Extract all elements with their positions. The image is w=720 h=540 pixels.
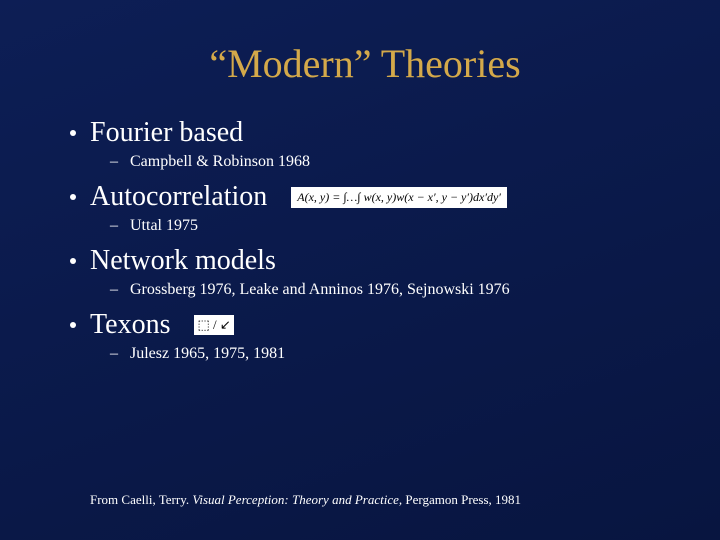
sub-item: – Julesz 1965, 1975, 1981 — [110, 345, 670, 363]
sub-list: – Grossberg 1976, Leake and Anninos 1976… — [110, 281, 670, 299]
slide: “Modern” Theories Fourier based – Campbe… — [0, 0, 720, 540]
dash-icon: – — [110, 153, 122, 171]
sub-list: – Uttal 1975 — [110, 217, 670, 235]
list-item: Network models – Grossberg 1976, Leake a… — [60, 245, 670, 299]
dash-icon: – — [110, 217, 122, 235]
bullet-icon — [70, 258, 76, 264]
sub-label: Julesz 1965, 1975, 1981 — [130, 345, 285, 362]
sub-list: – Campbell & Robinson 1968 — [110, 153, 670, 171]
bullet-label: Fourier based — [90, 117, 243, 149]
citation-title: Visual Perception: Theory and Practice, — [192, 492, 405, 507]
bullet-label: Network models — [90, 245, 276, 277]
sub-item: – Campbell & Robinson 1968 — [110, 153, 670, 171]
bullet-label: Texons — [90, 309, 170, 341]
bullet-icon — [70, 322, 76, 328]
texon-graphic: ⬚ / ↙ — [194, 315, 233, 335]
bullet-list: Fourier based – Campbell & Robinson 1968… — [60, 117, 670, 363]
bullet-icon — [70, 130, 76, 136]
sub-item: – Uttal 1975 — [110, 217, 670, 235]
sub-label: Campbell & Robinson 1968 — [130, 153, 310, 170]
sub-list: – Julesz 1965, 1975, 1981 — [110, 345, 670, 363]
list-item: Autocorrelation A(x, y) = ∫…∫ w(x, y)w(x… — [60, 181, 670, 235]
bullet-label: Autocorrelation — [90, 181, 267, 213]
bullet-row: Texons ⬚ / ↙ — [60, 309, 670, 341]
citation-suffix: Pergamon Press, 1981 — [405, 492, 521, 507]
list-item: Fourier based – Campbell & Robinson 1968 — [60, 117, 670, 171]
bullet-row: Fourier based — [60, 117, 670, 149]
sub-label: Grossberg 1976, Leake and Anninos 1976, … — [130, 281, 510, 298]
bullet-row: Network models — [60, 245, 670, 277]
formula-graphic: A(x, y) = ∫…∫ w(x, y)w(x − x′, y − y′)dx… — [291, 187, 507, 208]
sub-item: – Grossberg 1976, Leake and Anninos 1976… — [110, 281, 670, 299]
dash-icon: – — [110, 281, 122, 299]
page-title: “Modern” Theories — [60, 40, 670, 87]
list-item: Texons ⬚ / ↙ – Julesz 1965, 1975, 1981 — [60, 309, 670, 363]
citation-prefix: From Caelli, Terry. — [90, 492, 192, 507]
bullet-row: Autocorrelation A(x, y) = ∫…∫ w(x, y)w(x… — [60, 181, 670, 213]
citation: From Caelli, Terry. Visual Perception: T… — [90, 492, 521, 508]
dash-icon: – — [110, 345, 122, 363]
sub-label: Uttal 1975 — [130, 217, 198, 234]
bullet-icon — [70, 194, 76, 200]
